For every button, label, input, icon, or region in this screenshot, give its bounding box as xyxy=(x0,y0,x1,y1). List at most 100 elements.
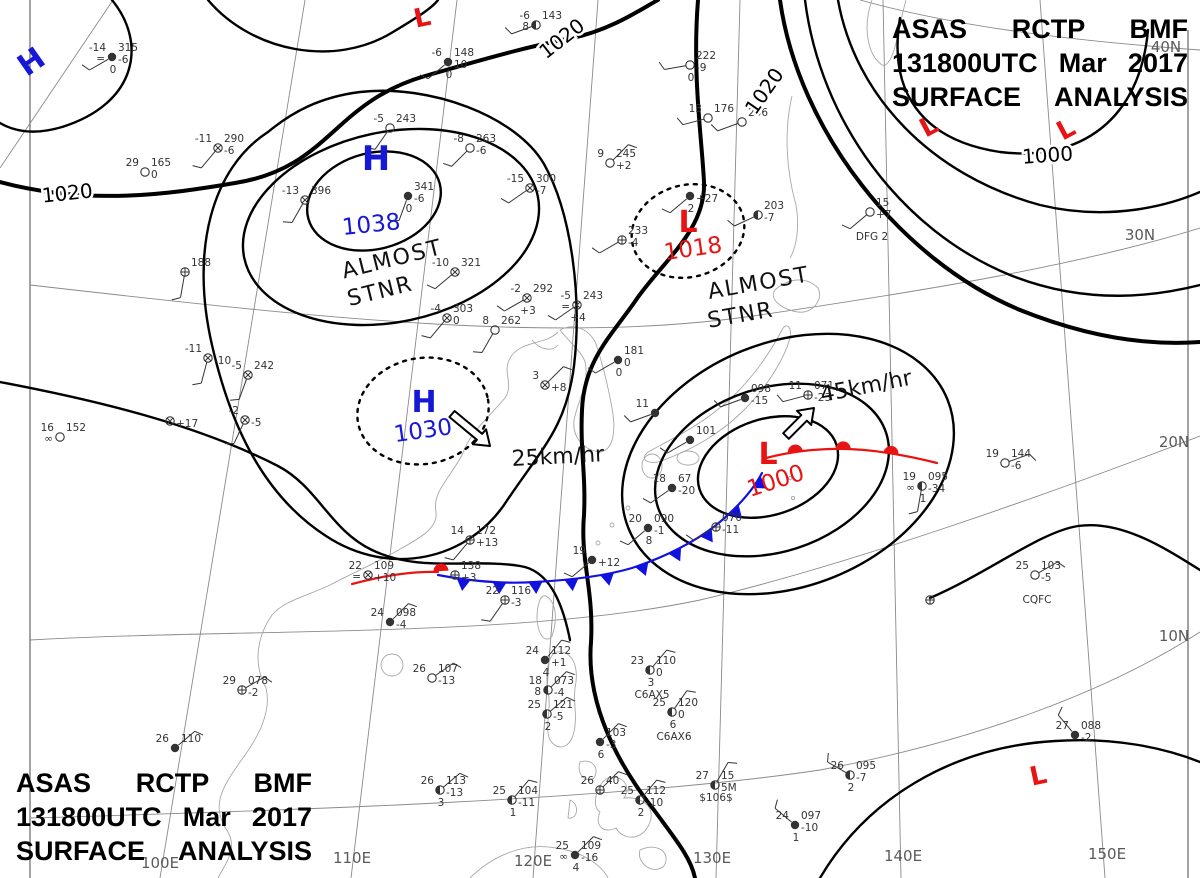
svg-text:25: 25 xyxy=(1016,560,1029,572)
svg-text:-10: -10 xyxy=(432,257,449,269)
svg-text:25: 25 xyxy=(556,840,569,852)
station-plot: 22 109 = +10 xyxy=(349,560,397,584)
svg-text:18: 18 xyxy=(529,675,542,687)
svg-text:101: 101 xyxy=(696,425,716,437)
svg-text:1: 1 xyxy=(510,807,517,819)
svg-text:071: 071 xyxy=(814,380,834,392)
wind-barb xyxy=(667,441,687,454)
wind-barb xyxy=(550,671,567,688)
wind-barb xyxy=(774,807,792,823)
svg-text:8: 8 xyxy=(646,535,653,547)
svg-text:15: 15 xyxy=(721,770,734,782)
wind-barb xyxy=(716,762,729,782)
station-plot: 101 xyxy=(659,425,716,454)
station-plot xyxy=(925,595,935,605)
svg-text:9: 9 xyxy=(597,148,604,160)
svg-text:24: 24 xyxy=(776,810,790,822)
cold-front-triangle xyxy=(528,581,543,594)
svg-text:2: 2 xyxy=(848,782,855,794)
svg-text:0: 0 xyxy=(624,357,631,369)
station-plot: -6 143 8 xyxy=(504,10,562,35)
station-plot: 103-36 xyxy=(595,723,627,761)
svg-text:0: 0 xyxy=(110,64,117,76)
svg-text:-7: -7 xyxy=(764,212,774,224)
svg-text:-9: -9 xyxy=(696,62,706,74)
svg-text:+8: +8 xyxy=(551,382,566,394)
wind-barb xyxy=(669,198,687,214)
station-plot: 13 176 xyxy=(676,103,734,126)
wind-barb xyxy=(577,836,594,853)
svg-text:107: 107 xyxy=(438,663,458,675)
stationary-front-warm-mark xyxy=(433,563,449,572)
svg-text:-4: -4 xyxy=(431,303,442,315)
svg-text:-15: -15 xyxy=(507,173,524,185)
wind-barb xyxy=(627,530,645,546)
svg-text:+2: +2 xyxy=(616,160,631,172)
svg-text:29: 29 xyxy=(126,157,139,169)
svg-text:=: = xyxy=(352,571,361,583)
wind-barb xyxy=(550,696,568,712)
graticule-label: 10N xyxy=(1159,627,1189,645)
svg-text:67: 67 xyxy=(678,473,691,485)
station-plot: 19 144-6 xyxy=(986,448,1037,472)
cold-front-triangle xyxy=(600,572,614,586)
svg-text:19: 19 xyxy=(903,471,916,483)
svg-text:-2: -2 xyxy=(511,283,521,295)
svg-text:-11: -11 xyxy=(722,524,739,536)
svg-text:165: 165 xyxy=(151,157,171,169)
svg-text:181: 181 xyxy=(624,345,644,357)
svg-text:104: 104 xyxy=(518,785,538,797)
svg-text:-6: -6 xyxy=(432,47,443,59)
wind-barb xyxy=(720,399,741,408)
station-plot: 8 262 xyxy=(472,315,521,353)
svg-text:-11: -11 xyxy=(185,343,202,355)
graticule-label: 140E xyxy=(884,847,922,865)
svg-text:321: 321 xyxy=(461,257,481,269)
graticule-label: 20N xyxy=(1159,433,1189,451)
station-plot: -14 315 = -60 xyxy=(81,42,138,76)
svg-text:-4: -4 xyxy=(396,619,407,631)
wind-barb xyxy=(664,65,686,70)
svg-text:2: 2 xyxy=(688,203,695,215)
svg-text:097: 097 xyxy=(801,810,821,822)
svg-text:245: 245 xyxy=(616,148,636,160)
svg-text:26: 26 xyxy=(156,733,170,745)
arrow-45kmhr xyxy=(782,407,815,440)
svg-text:0: 0 xyxy=(678,709,685,721)
svg-text:-15: -15 xyxy=(751,395,768,407)
svg-text:4: 4 xyxy=(573,862,580,874)
svg-text:292: 292 xyxy=(533,283,553,295)
wind-barb xyxy=(1057,714,1073,732)
svg-text:242: 242 xyxy=(254,360,274,372)
title-line-1: ASAS RCTP BMF xyxy=(892,14,1188,44)
wind-barb xyxy=(291,203,304,223)
chart-title-top-right: ASAS RCTP BMF 131800UTC Mar 2017 SURFACE… xyxy=(892,12,1188,114)
svg-text:=: = xyxy=(96,53,105,65)
cold-front-triangle xyxy=(668,547,682,562)
svg-text:222: 222 xyxy=(696,50,716,62)
wind-barb xyxy=(89,58,109,71)
svg-text:-8: -8 xyxy=(454,133,464,145)
svg-text:1: 1 xyxy=(793,832,800,844)
graticule-label: 30N xyxy=(1125,226,1155,244)
svg-text:341: 341 xyxy=(414,181,434,193)
svg-text:236: 236 xyxy=(748,107,768,119)
low-center-symbol: L xyxy=(915,110,944,144)
graticule-label: 150E xyxy=(1088,845,1126,863)
svg-text:-6: -6 xyxy=(1011,460,1022,472)
station-plot: -10 321 xyxy=(426,257,481,290)
station-plot: -15 300-7 xyxy=(500,173,556,204)
svg-text:25: 25 xyxy=(528,699,541,711)
cold-front-triangle xyxy=(752,476,767,489)
wind-barb xyxy=(233,423,244,444)
svg-text:+3: +3 xyxy=(520,305,535,317)
wind-barb xyxy=(571,562,589,578)
station-plot: 18 67-20 xyxy=(642,473,695,504)
svg-text:-5: -5 xyxy=(374,113,384,125)
svg-text:-6: -6 xyxy=(414,193,425,205)
svg-text:090: 090 xyxy=(654,513,674,525)
station-plot: 203-7 xyxy=(727,200,784,227)
svg-text:22: 22 xyxy=(349,560,362,572)
